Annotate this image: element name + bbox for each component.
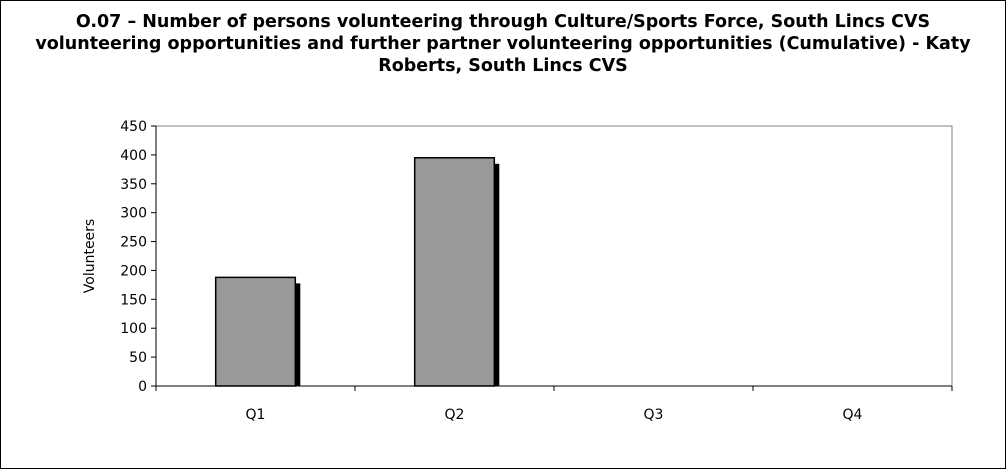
y-tick-label: 300: [120, 206, 147, 222]
y-axis-title: Volunteers: [82, 219, 98, 293]
y-tick-label: 450: [120, 119, 147, 135]
bar-q1: [214, 276, 297, 387]
x-tick-label: Q2: [445, 407, 465, 423]
y-ticks-group: 0 50 100 150 200 250 300 350 400 450: [120, 119, 156, 395]
y-tick-label: 50: [129, 350, 147, 366]
y-tick-label: 200: [120, 263, 147, 279]
y-tick-label: 150: [120, 292, 147, 308]
bars-group: [214, 157, 500, 387]
x-tick-label: Q4: [843, 407, 863, 423]
x-tick-label: Q3: [644, 407, 664, 423]
y-tick-label: 0: [138, 379, 147, 395]
chart-title: O.07 – Number of persons volunteering th…: [35, 12, 971, 76]
y-tick-label: 350: [120, 177, 147, 193]
y-tick-label: 250: [120, 235, 147, 251]
x-tick-label: Q1: [246, 407, 266, 423]
y-tick-label: 100: [120, 321, 147, 337]
x-ticks-group: Q1 Q2 Q3 Q4: [155, 386, 953, 423]
bar-q2: [413, 157, 496, 387]
y-tick-label: 400: [120, 148, 147, 164]
